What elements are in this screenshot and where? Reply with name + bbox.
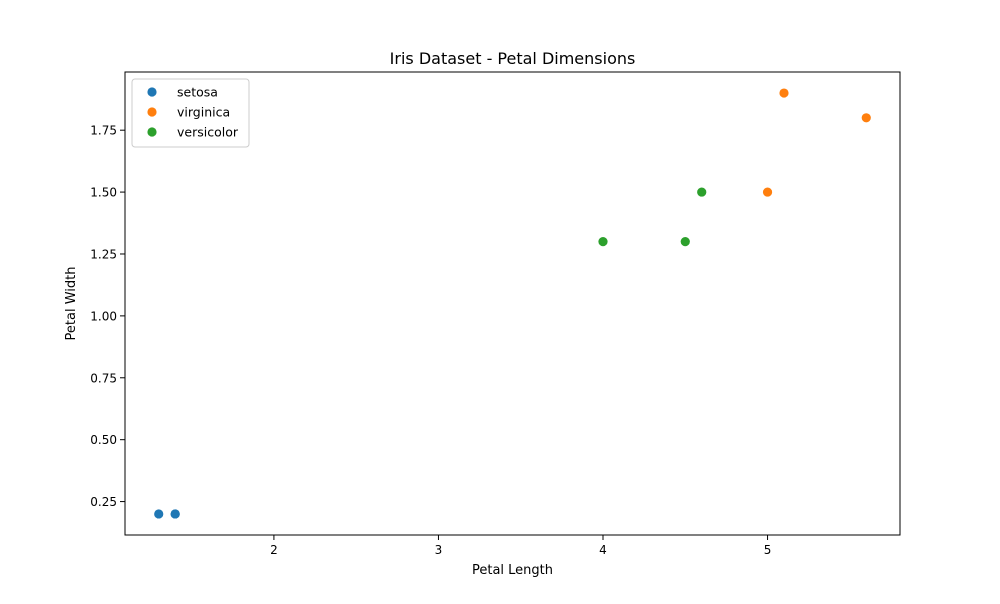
chart-title: Iris Dataset - Petal Dimensions xyxy=(390,49,636,68)
y-tick-label: 1.25 xyxy=(90,247,117,261)
x-tick-label: 5 xyxy=(764,543,772,557)
data-point-virginica xyxy=(762,187,773,197)
legend-frame xyxy=(131,78,250,148)
data-point-setosa xyxy=(170,509,180,519)
y-axis: 0.25 0.50 0.75 1.00 1.25 1.50 1.75 xyxy=(90,124,125,509)
data-point-virginica xyxy=(779,88,789,98)
legend-label-virginica: virginica xyxy=(177,105,230,120)
y-tick-label: 1.50 xyxy=(90,186,117,200)
y-tick-label: 1.00 xyxy=(90,309,117,323)
x-axis: 2 3 4 5 xyxy=(270,535,771,557)
data-point-setosa xyxy=(154,509,164,519)
y-tick-label: 1.75 xyxy=(90,124,117,138)
legend-label-setosa: setosa xyxy=(177,85,218,100)
legend-marker-virginica xyxy=(147,107,157,117)
y-tick-label: 0.75 xyxy=(90,371,117,385)
y-axis-label: Petal Width xyxy=(64,267,79,341)
legend-label-versicolor: versicolor xyxy=(177,125,239,140)
data-point-versicolor xyxy=(697,187,707,197)
data-point-virginica xyxy=(861,113,871,123)
x-tick-label: 2 xyxy=(270,543,278,557)
plot-area xyxy=(124,71,901,536)
x-tick-label: 3 xyxy=(435,543,443,557)
legend-marker-setosa xyxy=(147,87,157,97)
y-tick-label: 0.25 xyxy=(90,495,117,509)
y-tick-label: 0.50 xyxy=(90,433,117,447)
data-points xyxy=(154,88,871,519)
x-axis-label: Petal Length xyxy=(472,563,553,578)
legend-marker-versicolor xyxy=(147,127,157,137)
data-point-versicolor xyxy=(680,237,690,247)
legend: setosa virginica versicolor xyxy=(131,78,250,148)
x-tick-label: 4 xyxy=(599,543,607,557)
data-point-versicolor xyxy=(598,237,608,247)
